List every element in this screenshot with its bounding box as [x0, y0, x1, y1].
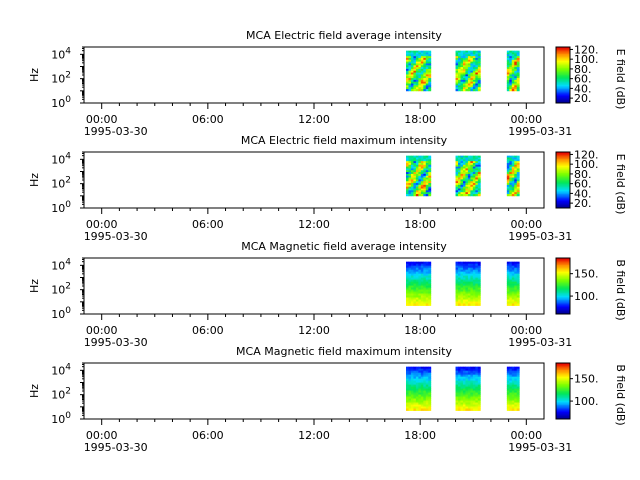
colorbar-tick-label: 20.: [574, 92, 592, 105]
colorbar-label: B field (dB): [614, 364, 627, 425]
colorbar-tick-label: 100.: [574, 290, 599, 303]
y-axis-label: Hz: [28, 384, 41, 398]
x-tick-time: 18:00: [404, 429, 436, 442]
y-tick-label: 102: [51, 176, 71, 191]
panel-title: MCA Electric field maximum intensity: [241, 134, 448, 147]
spectrogram-block: [506, 261, 520, 306]
y-tick-label: 102: [51, 282, 71, 297]
x-tick-time: 12:00: [298, 429, 330, 442]
y-tick-label: 100: [51, 200, 71, 215]
y-tick-label: 104: [51, 257, 71, 272]
colorbar-tick-label: 60.: [574, 178, 592, 191]
y-tick-label: 104: [51, 151, 71, 166]
panel-title: MCA Electric field average intensity: [246, 29, 442, 42]
spectrogram-block: [406, 50, 432, 92]
panel-4: MCA Magnetic field maximum intensity 100 1…: [28, 345, 627, 454]
y-axis-label: Hz: [28, 68, 41, 82]
x-tick-date: 1995-03-30: [84, 441, 148, 454]
colorbar-label: E field (dB): [614, 49, 627, 110]
x-tick-time: 06:00: [192, 324, 224, 337]
x-tick-time: 00:00: [86, 113, 118, 126]
colorbar: 20.40.60.80.100.120. E field (dB): [555, 43, 627, 110]
panel-title: MCA Magnetic field maximum intensity: [236, 345, 452, 358]
x-tick-date: 1995-03-31: [508, 441, 572, 454]
x-tick-time: 00:00: [86, 429, 118, 442]
x-tick-time: 06:00: [192, 113, 224, 126]
x-tick-time: 18:00: [404, 113, 436, 126]
colorbar: 20.40.60.80.100.120. E field (dB): [555, 148, 627, 215]
x-tick-time: 12:00: [298, 113, 330, 126]
y-tick-label: 102: [51, 71, 71, 86]
colorbar-tick-label: 150.: [574, 373, 599, 386]
panel-3: MCA Magnetic field average intensity 100 1…: [28, 240, 627, 349]
spectrogram-block: [455, 261, 481, 306]
colorbar: 100. 150. B field (dB): [555, 257, 627, 321]
y-tick-label: 100: [51, 95, 71, 110]
x-tick-time: 18:00: [404, 218, 436, 231]
colorbar-tick-label: 100.: [574, 158, 599, 171]
colorbar-tick-label: 20.: [574, 197, 592, 210]
colorbar-tick-label: 80.: [574, 63, 592, 76]
spectrogram-block: [455, 366, 481, 411]
colorbar-label: E field (dB): [614, 154, 627, 215]
x-tick-time: 00:00: [510, 218, 542, 231]
y-tick-label: 102: [51, 387, 71, 402]
colorbar-tick-label: 100.: [574, 53, 599, 66]
spectrogram-block: [455, 155, 481, 197]
x-tick-date: 1995-03-31: [508, 230, 572, 243]
colorbar-tick-label: 150.: [574, 268, 599, 281]
spectrogram-block: [406, 366, 432, 411]
x-tick-time: 12:00: [298, 218, 330, 231]
colorbar-tick-label: 100.: [574, 395, 599, 408]
x-tick-time: 06:00: [192, 218, 224, 231]
colorbar-tick-label: 60.: [574, 73, 592, 86]
x-tick-time: 18:00: [404, 324, 436, 337]
x-tick-date: 1995-03-30: [84, 336, 148, 349]
spectrogram-block: [506, 50, 520, 92]
x-tick-time: 06:00: [192, 429, 224, 442]
colorbar-tick-label: 120.: [574, 148, 599, 161]
panel-title: MCA Magnetic field average intensity: [241, 240, 447, 253]
y-axis-label: Hz: [28, 279, 41, 293]
colorbar-tick-label: 80.: [574, 168, 592, 181]
panel-1: MCA Electric field average intensity 100 1…: [28, 29, 627, 138]
x-tick-time: 00:00: [86, 218, 118, 231]
colorbar-tick-label: 120.: [574, 43, 599, 56]
x-tick-date: 1995-03-30: [84, 125, 148, 138]
x-tick-date: 1995-03-30: [84, 230, 148, 243]
colorbar-tick-label: 40.: [574, 187, 592, 200]
y-tick-label: 104: [51, 362, 71, 377]
y-tick-label: 100: [51, 411, 71, 426]
x-tick-time: 00:00: [86, 324, 118, 337]
colorbar-tick-label: 40.: [574, 82, 592, 95]
y-tick-label: 104: [51, 46, 71, 61]
spectrogram-block: [506, 155, 520, 197]
spectrogram-block: [506, 366, 520, 411]
panel-2: MCA Electric field maximum intensity 100 1…: [28, 134, 627, 243]
x-tick-time: 00:00: [510, 429, 542, 442]
spectrogram-block: [406, 261, 432, 306]
y-tick-label: 100: [51, 306, 71, 321]
colorbar: 100. 150. B field (dB): [555, 362, 627, 426]
x-tick-time: 12:00: [298, 324, 330, 337]
x-tick-time: 00:00: [510, 324, 542, 337]
colorbar-label: B field (dB): [614, 259, 627, 320]
y-axis-label: Hz: [28, 173, 41, 187]
spectrogram-block: [406, 155, 432, 197]
x-tick-date: 1995-03-31: [508, 125, 572, 138]
spectrogram-block: [455, 50, 481, 92]
x-tick-time: 00:00: [510, 113, 542, 126]
x-tick-date: 1995-03-31: [508, 336, 572, 349]
